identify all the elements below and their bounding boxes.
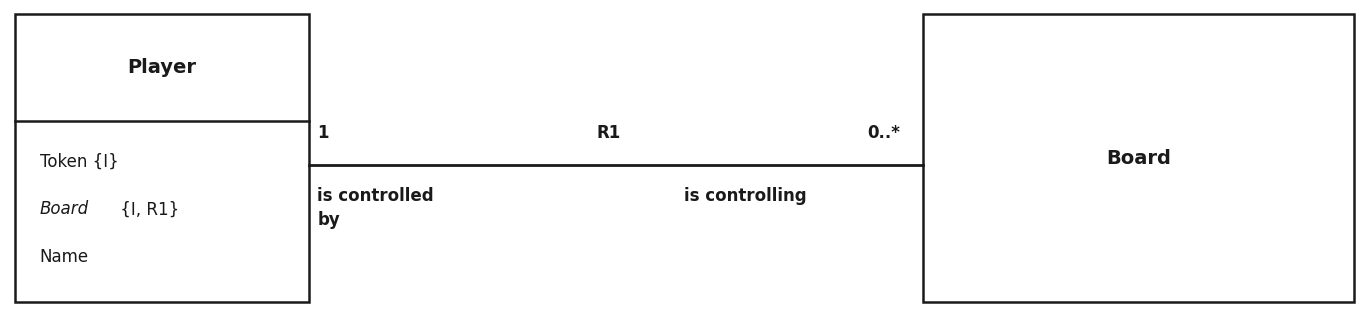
FancyBboxPatch shape bbox=[15, 14, 309, 302]
Text: Token {I}: Token {I} bbox=[40, 153, 119, 171]
Text: 0..*: 0..* bbox=[867, 124, 900, 142]
Text: is controlled
by: is controlled by bbox=[317, 187, 434, 229]
Text: R1: R1 bbox=[596, 124, 621, 142]
Text: Name: Name bbox=[40, 248, 89, 266]
Text: 1: 1 bbox=[317, 124, 328, 142]
Text: Board: Board bbox=[40, 200, 89, 218]
Text: is controlling: is controlling bbox=[684, 187, 807, 205]
Text: Player: Player bbox=[127, 58, 197, 77]
Text: Board: Board bbox=[1107, 149, 1171, 168]
FancyBboxPatch shape bbox=[923, 14, 1354, 302]
Text: {I, R1}: {I, R1} bbox=[115, 200, 179, 218]
